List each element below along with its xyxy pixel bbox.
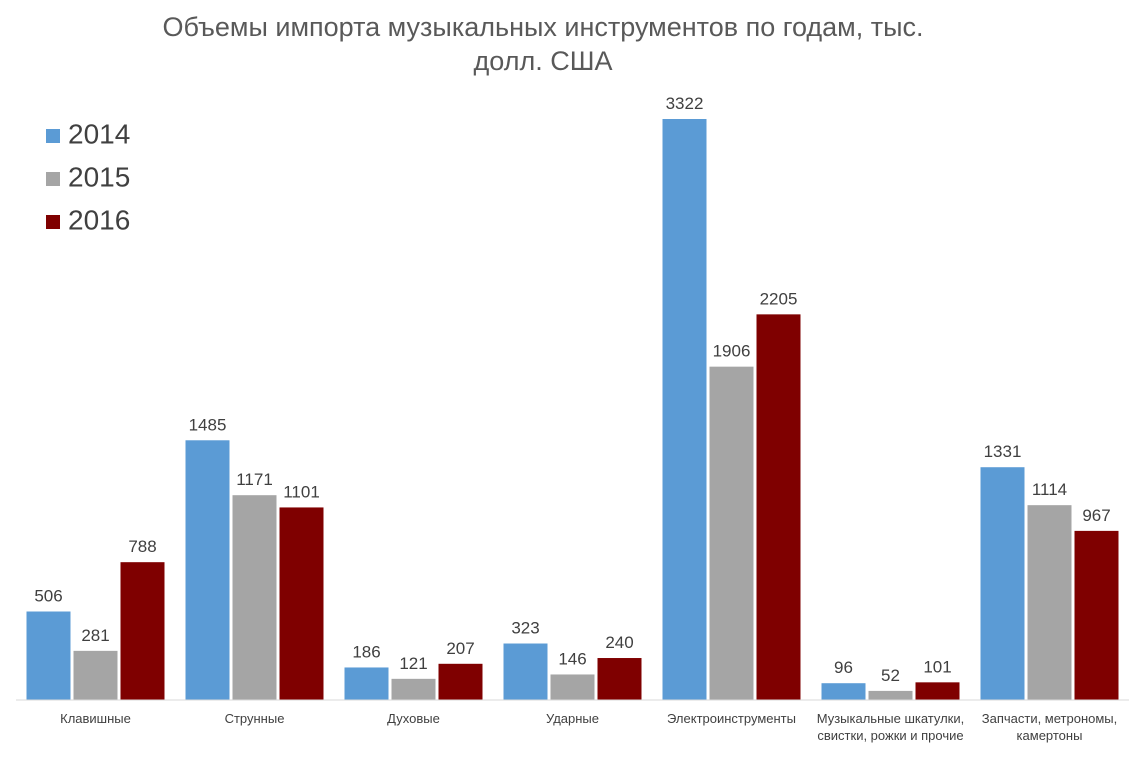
- bar: [597, 658, 642, 700]
- legend-label: 2015: [68, 161, 130, 192]
- x-tick-label: Духовые: [387, 711, 440, 726]
- chart-title: Объемы импорта музыкальных инструментов …: [162, 12, 924, 76]
- value-label: 1114: [1032, 480, 1067, 499]
- value-label: 788: [128, 537, 156, 556]
- value-label: 101: [923, 657, 951, 676]
- bar: [344, 667, 389, 700]
- value-label: 967: [1082, 506, 1110, 525]
- value-label: 1331: [984, 442, 1022, 461]
- legend-label: 2016: [68, 204, 130, 235]
- bar: [756, 314, 801, 700]
- legend-swatch: [46, 215, 60, 229]
- bar: [438, 663, 483, 700]
- bar: [120, 562, 165, 700]
- bar: [279, 507, 324, 700]
- value-label: 207: [446, 639, 474, 658]
- bar: [821, 683, 866, 700]
- x-tick-label: Ударные: [545, 711, 600, 726]
- legend-swatch: [46, 172, 60, 186]
- value-label: 1101: [283, 482, 320, 501]
- x-tick-label: Музыкальные шкатулки, свистки, рожки и п…: [816, 711, 965, 743]
- value-label: 506: [34, 587, 62, 606]
- value-label: 146: [558, 649, 586, 668]
- bar: [26, 611, 71, 700]
- bar: [980, 467, 1025, 700]
- x-tick-label: Запчасти, метрономы, камертоны: [981, 711, 1118, 743]
- legend-label: 2014: [68, 118, 130, 149]
- bar: [662, 119, 707, 700]
- bar: [915, 682, 960, 700]
- value-label: 121: [399, 654, 427, 673]
- value-label: 3322: [666, 94, 704, 113]
- value-label: 186: [352, 642, 380, 661]
- bar: [868, 690, 913, 700]
- value-label: 96: [834, 658, 853, 677]
- legend-swatch: [46, 129, 60, 143]
- bar: [185, 440, 230, 700]
- value-label: 52: [881, 666, 900, 685]
- value-label: 1485: [189, 415, 227, 434]
- bar: [1027, 505, 1072, 700]
- bar: [391, 678, 436, 700]
- value-label: 1171: [236, 470, 273, 489]
- bar: [73, 650, 118, 700]
- value-label: 2205: [760, 289, 798, 308]
- bar: [550, 674, 595, 700]
- x-tick-label: Струнные: [224, 711, 285, 726]
- x-tick-label: Клавишные: [60, 711, 131, 726]
- value-label: 281: [81, 626, 109, 645]
- value-label: 240: [605, 633, 633, 652]
- bar: [503, 643, 548, 700]
- bar: [232, 495, 277, 700]
- value-label: 323: [511, 619, 539, 638]
- value-label: 1906: [713, 342, 751, 361]
- bar: [709, 366, 754, 700]
- bar: [1074, 530, 1119, 700]
- x-tick-label: Электроинструменты: [667, 711, 796, 726]
